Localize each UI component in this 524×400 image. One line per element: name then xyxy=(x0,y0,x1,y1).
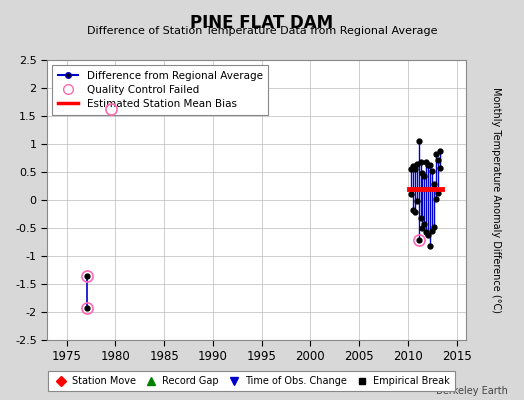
Legend: Difference from Regional Average, Quality Control Failed, Estimated Station Mean: Difference from Regional Average, Qualit… xyxy=(52,65,268,115)
Text: Berkeley Earth: Berkeley Earth xyxy=(436,386,508,396)
Text: Difference of Station Temperature Data from Regional Average: Difference of Station Temperature Data f… xyxy=(87,26,437,36)
Legend: Station Move, Record Gap, Time of Obs. Change, Empirical Break: Station Move, Record Gap, Time of Obs. C… xyxy=(48,372,455,391)
Text: PINE FLAT DAM: PINE FLAT DAM xyxy=(190,14,334,32)
Y-axis label: Monthly Temperature Anomaly Difference (°C): Monthly Temperature Anomaly Difference (… xyxy=(490,87,500,313)
